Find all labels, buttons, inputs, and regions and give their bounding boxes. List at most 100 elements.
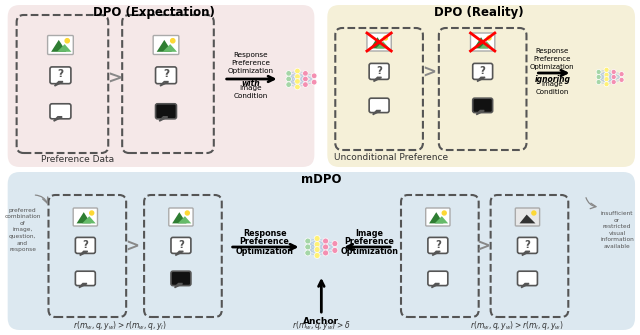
FancyBboxPatch shape xyxy=(171,238,191,253)
FancyBboxPatch shape xyxy=(50,104,71,119)
Circle shape xyxy=(294,79,300,84)
Text: Optimization: Optimization xyxy=(236,247,294,256)
Circle shape xyxy=(604,82,609,87)
Circle shape xyxy=(314,236,320,242)
Circle shape xyxy=(294,74,300,79)
FancyBboxPatch shape xyxy=(518,238,538,253)
Circle shape xyxy=(323,238,328,244)
Text: mDPO: mDPO xyxy=(301,173,342,186)
FancyBboxPatch shape xyxy=(369,63,389,79)
Text: $r(m_w, q, y_w) > \delta$: $r(m_w, q, y_w) > \delta$ xyxy=(292,319,351,332)
FancyBboxPatch shape xyxy=(156,104,177,119)
Circle shape xyxy=(332,248,338,253)
FancyBboxPatch shape xyxy=(473,63,493,79)
Polygon shape xyxy=(374,77,381,81)
Text: DPO (Expectation): DPO (Expectation) xyxy=(93,5,215,18)
Text: Unconditional Preference: Unconditional Preference xyxy=(334,152,448,161)
Text: Image
Condition: Image Condition xyxy=(234,85,268,99)
Polygon shape xyxy=(431,284,440,288)
Text: >: > xyxy=(422,64,436,82)
Polygon shape xyxy=(432,251,440,255)
Polygon shape xyxy=(159,117,168,121)
Circle shape xyxy=(305,250,311,256)
Text: ignoring: ignoring xyxy=(534,74,570,83)
Circle shape xyxy=(314,253,320,259)
Circle shape xyxy=(90,211,93,215)
Polygon shape xyxy=(54,82,63,86)
Circle shape xyxy=(442,211,446,215)
Polygon shape xyxy=(54,117,62,121)
Text: Image: Image xyxy=(355,228,383,238)
Circle shape xyxy=(303,76,308,82)
Text: Response
Preference
Optimization: Response Preference Optimization xyxy=(228,52,274,74)
Polygon shape xyxy=(474,37,488,48)
Polygon shape xyxy=(479,41,493,48)
Text: Response
Preference
Optimization: Response Preference Optimization xyxy=(530,48,575,70)
Text: Image
Condition: Image Condition xyxy=(536,81,569,95)
FancyBboxPatch shape xyxy=(426,208,450,226)
Polygon shape xyxy=(175,251,183,255)
Text: DPO (Reality): DPO (Reality) xyxy=(434,5,524,18)
FancyBboxPatch shape xyxy=(156,67,177,84)
Polygon shape xyxy=(175,284,182,288)
Circle shape xyxy=(611,74,616,79)
Text: Anchor: Anchor xyxy=(303,317,339,326)
FancyBboxPatch shape xyxy=(518,271,538,286)
FancyBboxPatch shape xyxy=(367,33,391,51)
Polygon shape xyxy=(429,212,444,223)
Circle shape xyxy=(294,68,300,74)
FancyBboxPatch shape xyxy=(50,67,71,84)
FancyBboxPatch shape xyxy=(171,271,191,286)
Text: >: > xyxy=(125,238,139,256)
Text: Preference: Preference xyxy=(239,238,289,247)
Text: insufficient
or
restricted
visual
information
available: insufficient or restricted visual inform… xyxy=(600,211,634,249)
Circle shape xyxy=(596,79,601,84)
Circle shape xyxy=(604,77,609,82)
Polygon shape xyxy=(178,216,191,223)
Circle shape xyxy=(332,241,338,247)
Text: ?: ? xyxy=(58,69,63,79)
FancyBboxPatch shape xyxy=(153,36,179,55)
Circle shape xyxy=(171,39,175,43)
Circle shape xyxy=(314,247,320,253)
Polygon shape xyxy=(521,284,529,288)
Polygon shape xyxy=(163,44,177,52)
Polygon shape xyxy=(476,111,484,115)
FancyBboxPatch shape xyxy=(428,271,448,286)
Text: $r(m_w, q, y_w) > r(m_l, q, y_w)$: $r(m_w, q, y_w) > r(m_l, q, y_w)$ xyxy=(470,319,563,332)
Circle shape xyxy=(596,69,601,74)
Polygon shape xyxy=(477,77,485,81)
Polygon shape xyxy=(372,111,381,115)
FancyBboxPatch shape xyxy=(76,271,95,286)
Circle shape xyxy=(303,82,308,87)
FancyBboxPatch shape xyxy=(76,238,95,253)
Circle shape xyxy=(186,211,189,215)
Polygon shape xyxy=(80,251,88,255)
Text: >: > xyxy=(107,70,122,88)
Text: preferred
combination
of
image,
question,
and
response: preferred combination of image, question… xyxy=(4,208,41,252)
Text: with: with xyxy=(241,78,260,87)
Circle shape xyxy=(604,72,609,77)
Circle shape xyxy=(611,79,616,84)
Circle shape xyxy=(286,82,291,87)
FancyBboxPatch shape xyxy=(473,98,493,113)
Polygon shape xyxy=(522,251,530,255)
FancyBboxPatch shape xyxy=(47,36,74,55)
Text: ?: ? xyxy=(83,240,88,250)
FancyBboxPatch shape xyxy=(327,5,635,167)
Text: ?: ? xyxy=(376,66,382,76)
Polygon shape xyxy=(172,212,186,223)
Text: ?: ? xyxy=(435,240,441,250)
Circle shape xyxy=(314,242,320,248)
Text: $r(m_w, q, y_w) > r(m_w, q, y_l)$: $r(m_w, q, y_w) > r(m_w, q, y_l)$ xyxy=(74,319,167,332)
Circle shape xyxy=(487,36,491,40)
Polygon shape xyxy=(57,44,72,52)
Text: Optimization: Optimization xyxy=(340,247,398,256)
Text: Response: Response xyxy=(243,228,286,238)
FancyBboxPatch shape xyxy=(8,172,635,330)
Text: ?: ? xyxy=(163,69,169,79)
Circle shape xyxy=(294,84,300,90)
Circle shape xyxy=(303,71,308,76)
Circle shape xyxy=(305,244,311,250)
Polygon shape xyxy=(77,212,91,223)
